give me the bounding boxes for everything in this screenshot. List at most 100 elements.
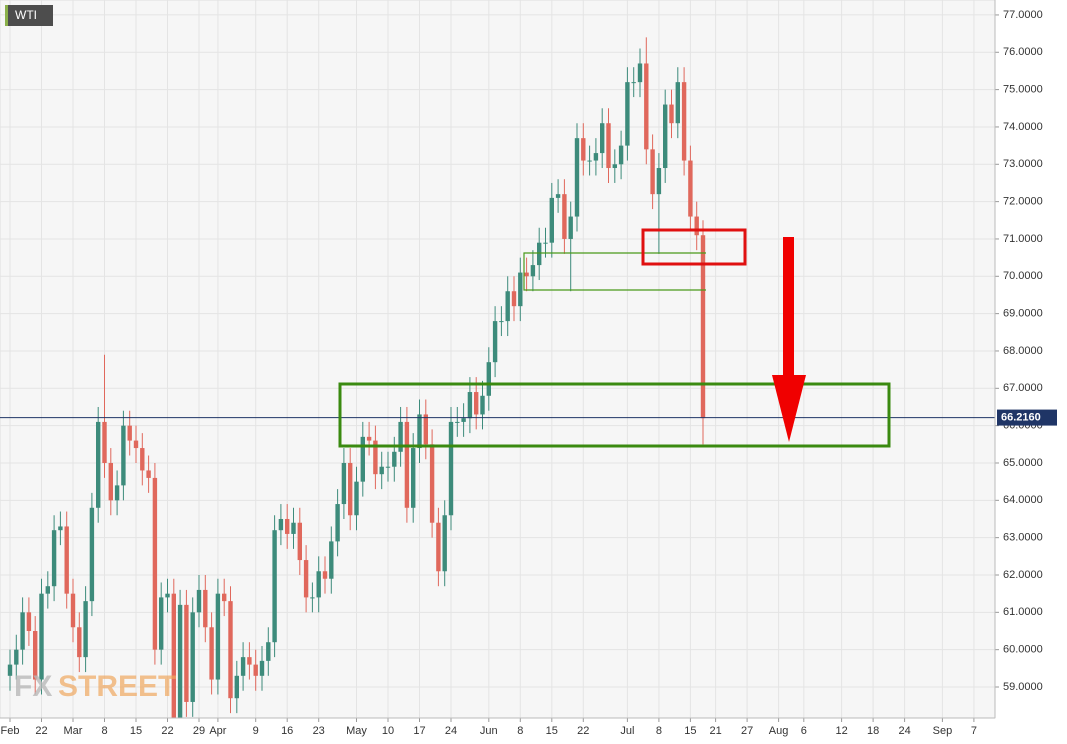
candle-body <box>417 414 422 449</box>
x-tick-label: 29 <box>193 725 205 737</box>
x-tick-label: Sep <box>933 725 953 737</box>
candle-body <box>360 436 365 482</box>
candle-body <box>574 138 580 217</box>
x-tick-label: 22 <box>35 725 47 737</box>
y-tick-label: 65.0000 <box>1003 457 1043 469</box>
candle-body <box>398 421 403 452</box>
candle-body <box>612 164 617 169</box>
candle-body <box>146 470 151 478</box>
candle-body <box>140 448 145 471</box>
candle-body <box>637 63 643 83</box>
candle-body <box>593 153 599 161</box>
candle-body <box>316 571 321 598</box>
candle-body <box>121 425 126 486</box>
candle-body <box>681 82 687 161</box>
candle-body <box>329 541 334 579</box>
candle-body <box>606 123 611 169</box>
y-tick-label: 60.0000 <box>1003 644 1043 656</box>
x-tick-label: Aug <box>769 725 789 737</box>
candle-body <box>177 604 183 718</box>
candle-body <box>152 477 158 650</box>
candle-body <box>480 395 485 415</box>
candle-body <box>694 216 699 236</box>
candle-body <box>555 194 561 198</box>
candle-body <box>196 589 202 613</box>
candle-body <box>411 448 416 508</box>
candle-body <box>448 421 454 516</box>
logo-street: STREET <box>58 670 176 703</box>
candle-body <box>285 518 290 534</box>
x-tick-label: Jul <box>620 725 634 737</box>
candle-body <box>373 440 378 475</box>
annotations <box>338 228 891 448</box>
candle-body <box>618 145 624 165</box>
candle-body <box>102 421 107 463</box>
y-tick-label: 59.0000 <box>1003 681 1043 693</box>
candles <box>0 37 995 718</box>
symbol-badge-accent <box>5 5 8 26</box>
candle-body <box>348 462 353 516</box>
x-tick-label: 6 <box>801 725 807 737</box>
y-tick-label: 71.0000 <box>1003 233 1043 245</box>
candle-body <box>335 504 340 542</box>
y-tick-label: 68.0000 <box>1003 345 1043 357</box>
candle-body <box>310 597 315 599</box>
logo: FX STREET <box>14 670 176 703</box>
x-tick-label: Mar <box>64 725 83 737</box>
x-tick-label: 12 <box>835 725 847 737</box>
candle-body <box>486 362 491 396</box>
candle-body <box>20 612 25 650</box>
arrow-head <box>772 375 806 442</box>
candle-body <box>83 601 88 658</box>
x-tick-label: 24 <box>445 725 457 737</box>
current-price-label: 66.2160 <box>1001 411 1041 423</box>
current-price-badge <box>997 409 1057 426</box>
candle-body <box>631 82 636 84</box>
candle-body <box>247 657 252 665</box>
symbol-label: WTI <box>15 8 37 22</box>
candle-body <box>543 242 548 244</box>
candle-body <box>600 123 605 154</box>
candle-body <box>266 642 271 661</box>
x-tick-label: 18 <box>867 725 879 737</box>
candle-body <box>366 436 372 441</box>
x-tick-label: 8 <box>517 725 523 737</box>
candle-body <box>625 82 630 146</box>
candle-body <box>492 321 498 363</box>
candle-body <box>700 235 706 419</box>
candle-body <box>656 168 662 195</box>
candle-body <box>562 194 567 239</box>
candle-body <box>190 612 195 702</box>
x-tick-label: 8 <box>101 725 107 737</box>
x-tick-label: 27 <box>741 725 753 737</box>
candle-body <box>45 586 50 594</box>
candle-body <box>650 149 655 195</box>
candle-body <box>7 664 13 676</box>
candle-body <box>114 485 120 501</box>
candle-body <box>108 462 113 501</box>
candle-body <box>26 612 32 632</box>
y-tick-label: 70.0000 <box>1003 270 1043 282</box>
candle-body <box>33 631 38 680</box>
candle-body <box>322 571 328 579</box>
candle-body <box>297 522 302 561</box>
candle-body <box>203 589 208 628</box>
x-tick-label: 7 <box>971 725 977 737</box>
x-tick-label: Jun <box>480 725 498 737</box>
x-tick-label: 10 <box>382 725 394 737</box>
candle-body <box>77 627 82 658</box>
y-tick-label: 74.0000 <box>1003 121 1043 133</box>
candle-body <box>518 272 523 307</box>
candle-body <box>511 291 517 307</box>
x-tick-label: 17 <box>413 725 425 737</box>
candle-body <box>259 660 265 676</box>
candle-body <box>222 593 227 602</box>
y-tick-label: 64.0000 <box>1003 494 1043 506</box>
resistance-box <box>641 228 747 266</box>
candle-body <box>404 421 410 508</box>
candle-body <box>184 604 189 702</box>
candle-body <box>505 291 510 322</box>
y-tick-label: 72.0000 <box>1003 196 1043 208</box>
candle-body <box>272 530 277 643</box>
